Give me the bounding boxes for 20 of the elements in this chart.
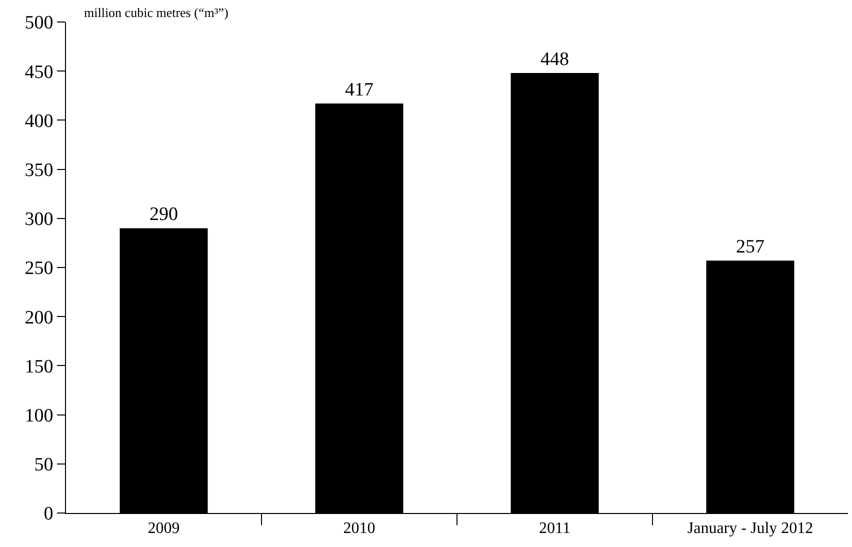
data-label: 257 xyxy=(736,236,764,258)
data-label: 448 xyxy=(540,49,569,70)
y-tick-label: 100 xyxy=(24,405,54,426)
x-tick-label: 2010 xyxy=(343,520,376,538)
y-tick-label: 250 xyxy=(24,258,54,280)
y-tick-label: 300 xyxy=(24,209,54,230)
y-tick-label: 0 xyxy=(44,504,54,525)
x-tick-label: 2011 xyxy=(539,520,570,538)
y-tick-label: 500 xyxy=(24,12,54,34)
y-tick-label: 400 xyxy=(24,110,54,132)
y-axis-title: million cubic metres (“m³”) xyxy=(84,5,228,20)
y-tick-label: 350 xyxy=(24,160,54,181)
y-tick-label: 200 xyxy=(24,307,54,328)
x-tick-label: 2009 xyxy=(148,520,180,538)
data-label: 417 xyxy=(345,80,374,101)
x-tick-label: January - July 2012 xyxy=(687,520,814,538)
y-tick-label: 50 xyxy=(34,454,54,476)
data-label: 290 xyxy=(150,204,178,226)
y-tick-label: 450 xyxy=(24,62,54,83)
y-tick-label: 150 xyxy=(24,356,54,378)
